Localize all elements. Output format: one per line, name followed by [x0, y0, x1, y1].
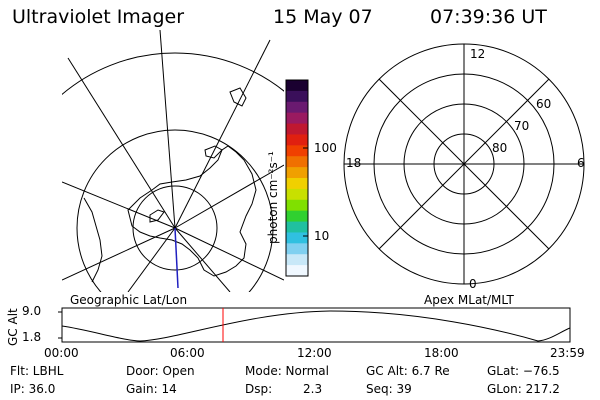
timeline-xtick: 06:00	[170, 346, 205, 360]
mlt-label-12: 12	[470, 47, 486, 61]
colorbar-cell	[286, 167, 308, 179]
status-gain: Gain: 14	[126, 382, 177, 396]
timeline-xtick: 18:00	[424, 346, 459, 360]
timeline-ytick: 9.0	[22, 304, 42, 318]
colorbar-cell	[286, 254, 308, 266]
colorbar-tick-label: 10	[314, 229, 330, 243]
mlt-label-0: 0	[469, 277, 477, 291]
status-ip: IP: 36.0	[10, 382, 56, 396]
lon-line	[174, 39, 271, 229]
status-gc-alt: GC Alt: 6.7 Re	[366, 364, 450, 378]
status-filter: Flt: LBHL	[10, 364, 64, 378]
timeline-frame	[61, 307, 571, 343]
colorbar-cell	[286, 199, 308, 212]
mlt-lat-label-60: 60	[536, 97, 552, 111]
lat-circle-outer	[62, 52, 284, 96]
altitude-curve	[61, 310, 571, 342]
timeline-xtick: 23:59	[550, 346, 585, 360]
lon-line	[127, 227, 176, 292]
geo-caption: Geographic Lat/Lon	[70, 293, 188, 307]
colorbar-cell	[286, 123, 308, 135]
satellite-track	[174, 227, 179, 289]
mlt-label-6: 6	[577, 156, 585, 170]
mlt-diagonal	[378, 78, 550, 250]
lon-line	[67, 57, 176, 229]
island-outline	[229, 87, 247, 107]
colorbar-cell	[286, 112, 308, 125]
lon-line	[174, 164, 284, 229]
lat-circle-inner	[132, 185, 218, 271]
mlt-lat-label-80: 80	[492, 141, 508, 155]
coast-detail	[204, 145, 223, 159]
status-dsp-value: 2.3	[303, 382, 323, 396]
timeline-ylabel: GC Alt	[6, 308, 20, 346]
mlt-lat-label-70: 70	[514, 119, 530, 133]
lon-line	[174, 227, 284, 281]
lon-line	[62, 227, 176, 281]
status-seq: Seq: 39	[366, 382, 412, 396]
lon-line	[174, 227, 231, 292]
south-america-coast	[83, 197, 103, 283]
colorbar-frame	[285, 79, 309, 277]
timeline-ytick: 1.8	[22, 330, 42, 344]
colorbar-cell	[286, 145, 308, 157]
status-mode: Mode: Normal	[245, 364, 329, 378]
colorbar-cell	[286, 134, 308, 146]
status-glon: GLon: 217.2	[487, 382, 560, 396]
colorbar-cell	[286, 90, 308, 103]
colorbar-cell	[286, 156, 308, 168]
colorbar-cell	[286, 188, 308, 201]
colorbar-cell	[286, 243, 308, 255]
colorbar-cell	[286, 221, 308, 233]
colorbar-cell	[286, 80, 308, 92]
timeline-xtick: 00:00	[44, 346, 79, 360]
status-door: Door: Open	[126, 364, 195, 378]
mlt-caption: Apex MLat/MLT	[424, 293, 514, 307]
mlt-label-18: 18	[346, 156, 362, 170]
time-label: 07:39:36 UT	[430, 6, 547, 28]
status-dsp-label: Dsp:	[245, 382, 273, 396]
colorbar-cell	[286, 178, 308, 190]
colorbar-cell	[286, 101, 308, 114]
colorbar-cell	[286, 210, 308, 223]
colorbar-cell	[286, 232, 308, 244]
instrument-title: Ultraviolet Imager	[12, 6, 185, 28]
colorbar-tick-label: 100	[314, 141, 337, 155]
colorbar-cell	[286, 265, 308, 277]
ice-shelf-outline	[149, 209, 165, 223]
date-label: 15 May 07	[273, 6, 373, 28]
lon-line	[159, 30, 176, 229]
status-glat: GLat: −76.5	[487, 364, 560, 378]
lat-circle-middle	[76, 129, 274, 292]
timeline-xtick: 12:00	[297, 346, 332, 360]
